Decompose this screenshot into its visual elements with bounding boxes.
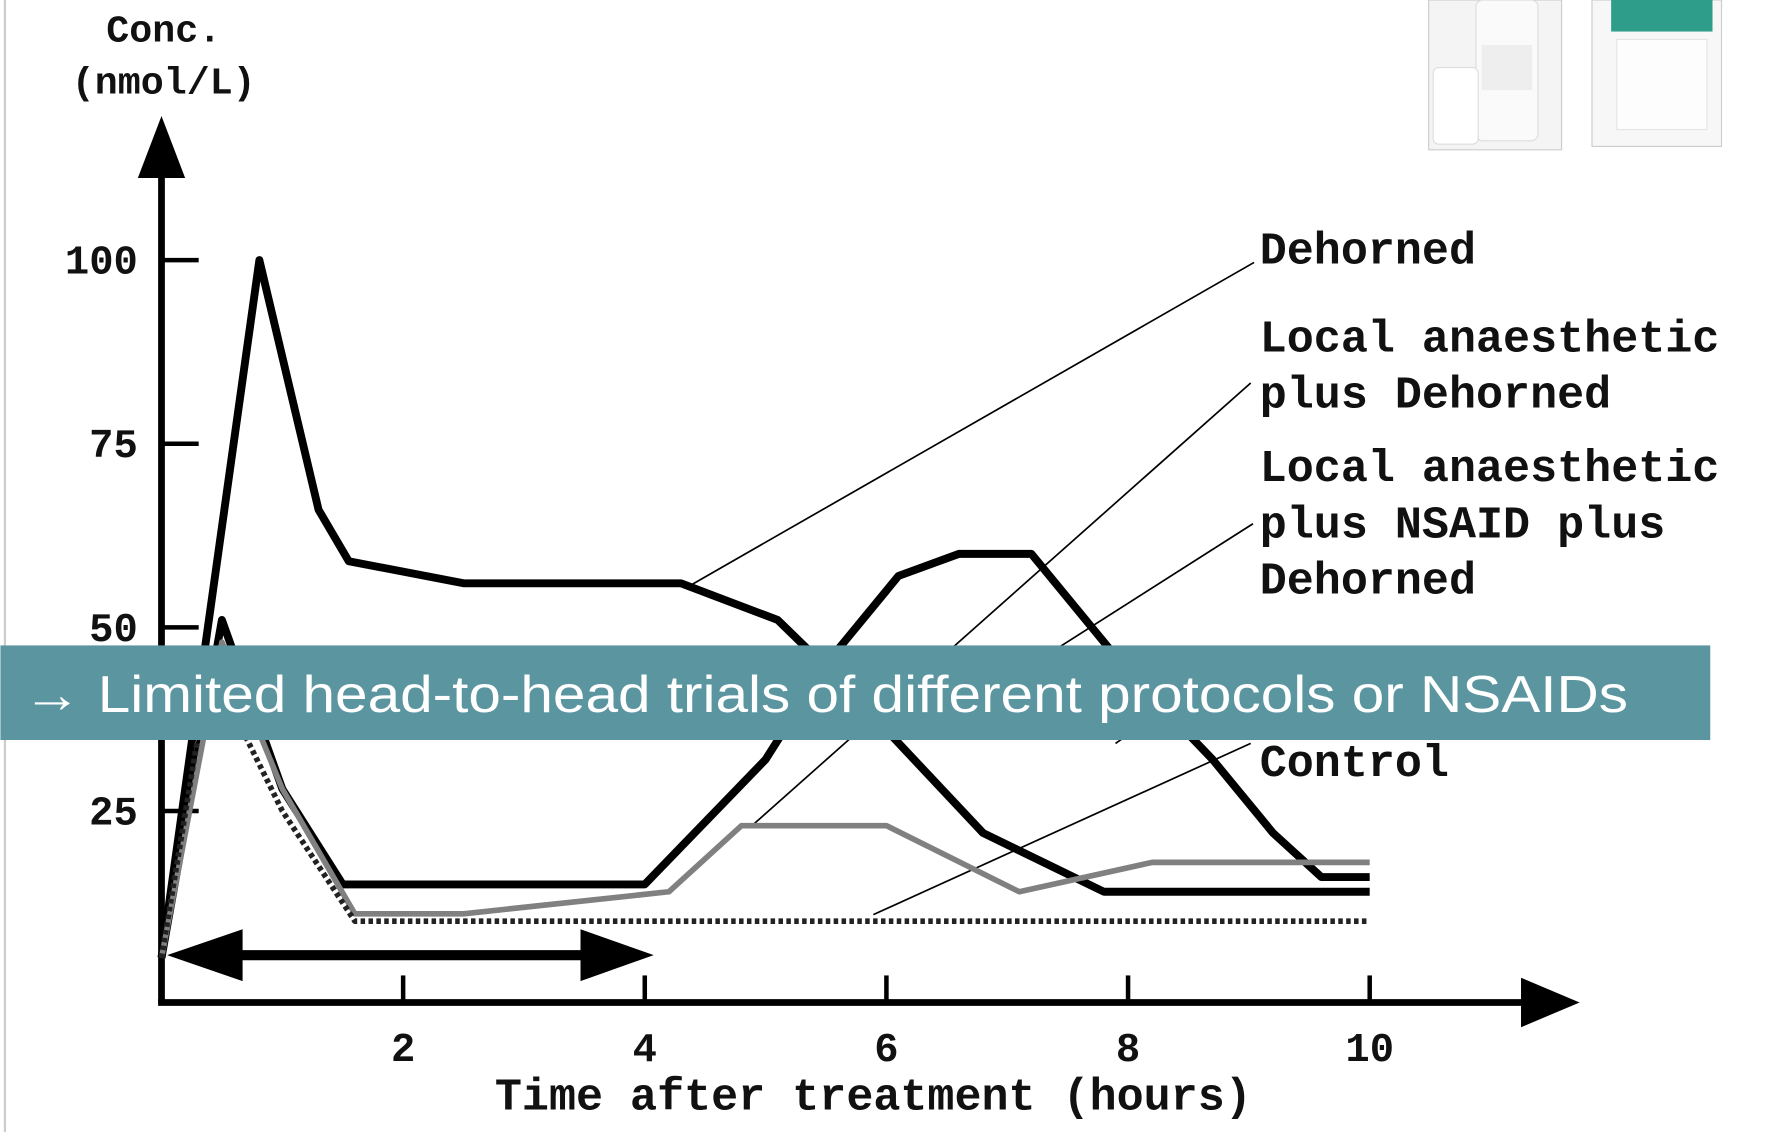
- series-label-box: Control: [1260, 738, 1767, 918]
- y-tick-label: 75: [89, 424, 138, 470]
- series-label-box: Local anaesthetic plus NSAID plus Dehorn…: [1260, 443, 1767, 623]
- series-label: Local anaesthetic plus NSAID plus Dehorn…: [1260, 443, 1767, 612]
- series-label: Control: [1260, 738, 1767, 794]
- banner-text: → Limited head-to-head trials of differe…: [23, 665, 1628, 723]
- x-tick-label: 6: [874, 1028, 898, 1074]
- x-axis-title: Time after treatment (hours): [495, 1071, 1252, 1123]
- y-tick-label: 100: [65, 241, 138, 287]
- x-tick-label: 8: [1116, 1028, 1140, 1074]
- series-labels: Dehorned Local anaesthetic plus Dehorned L…: [1260, 225, 1767, 918]
- series-label: Dehorned: [1260, 225, 1767, 281]
- page: Conc. (nmol/L) Time after treatment (hou…: [0, 0, 1767, 1132]
- x-tick-label: 10: [1345, 1028, 1394, 1074]
- x-tick-label: 4: [633, 1028, 657, 1074]
- y-tick-label: 25: [89, 791, 138, 837]
- series-label: Local anaesthetic plus Dehorned: [1260, 313, 1767, 426]
- y-axis-title: Conc. (nmol/L): [34, 7, 293, 111]
- x-tick-label: 2: [391, 1028, 415, 1074]
- y-axis-title-box: Conc. (nmol/L): [34, 7, 293, 120]
- slide: Conc. (nmol/L) Time after treatment (hou…: [0, 0, 1767, 1132]
